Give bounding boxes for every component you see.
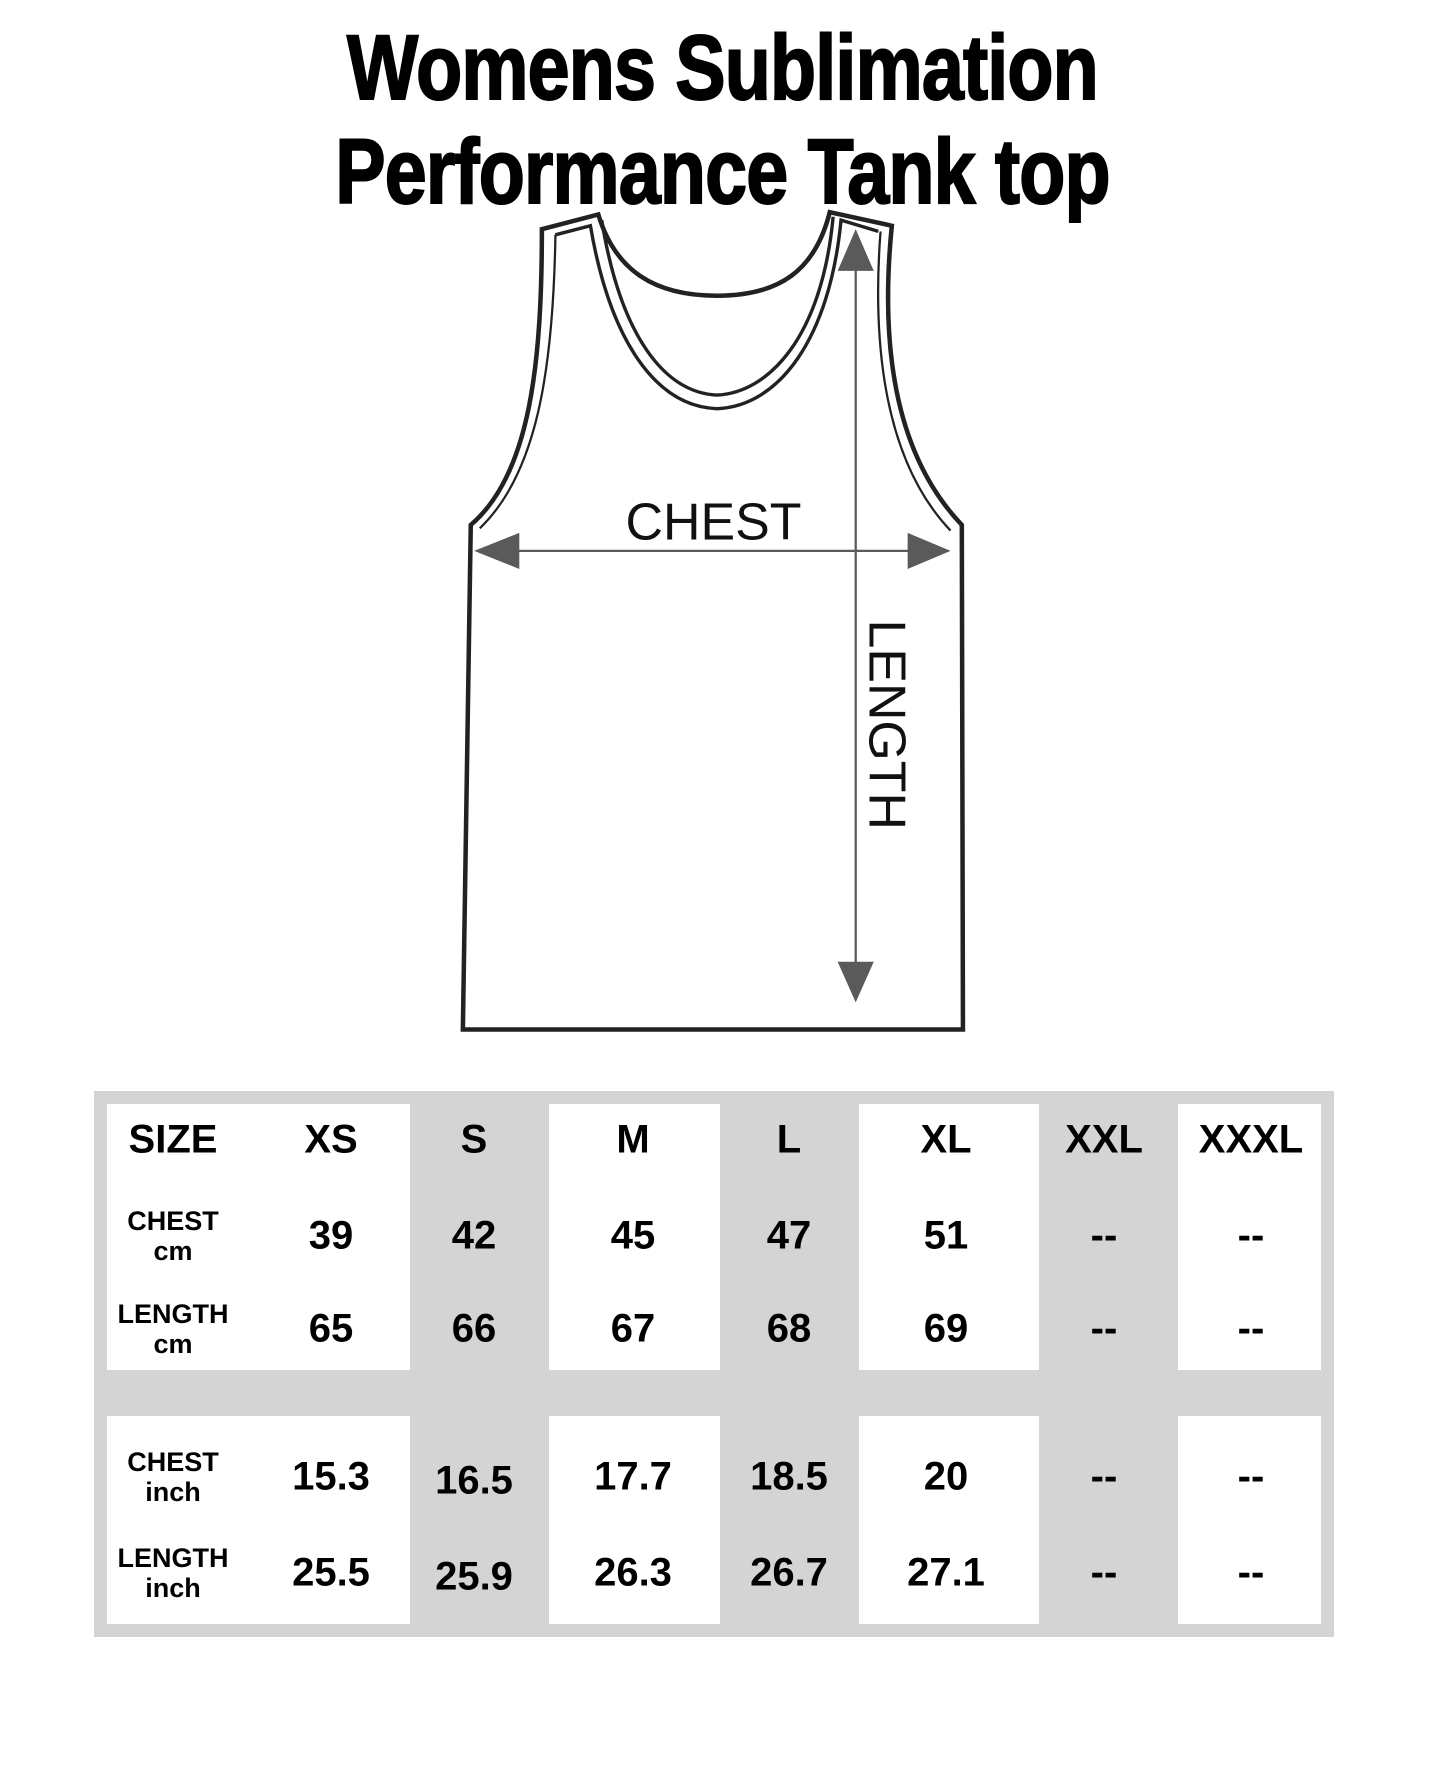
title-line-2: Performance Tank top: [334, 121, 1111, 223]
size-header-xxxl: XXXL: [1198, 1117, 1304, 1162]
table-cell: 51: [923, 1213, 969, 1258]
row-label-unit: inch: [145, 1573, 201, 1603]
table-cell: --: [1237, 1454, 1265, 1499]
row-label: CHEST cm: [127, 1206, 219, 1266]
table-cell: 42: [451, 1213, 497, 1258]
table-cell: --: [1090, 1213, 1118, 1258]
size-header-xxl: XXL: [1065, 1117, 1143, 1162]
table-cell: 16.5: [435, 1458, 513, 1503]
row-label: CHEST inch: [127, 1447, 219, 1507]
row-label-measure: CHEST: [127, 1446, 219, 1477]
row-label-measure: LENGTH: [117, 1298, 229, 1329]
row-label-unit: inch: [145, 1477, 201, 1507]
table-cell: 18.5: [750, 1454, 828, 1499]
table-cell: 39: [308, 1213, 354, 1258]
table-cell: 65: [308, 1306, 354, 1351]
table-cell: 15.3: [292, 1454, 370, 1499]
table-cell: 67: [610, 1306, 656, 1351]
row-label-unit: cm: [153, 1329, 193, 1359]
tank-top-outline: [460, 209, 966, 1032]
table-cell: 27.1: [907, 1550, 985, 1595]
table-cell: --: [1090, 1306, 1118, 1351]
title-line-1: Womens Sublimation: [346, 17, 1099, 119]
size-header: SIZE: [128, 1117, 218, 1162]
table-cell: --: [1237, 1306, 1265, 1351]
size-header-xl: XL: [920, 1117, 972, 1162]
length-label: LENGTH: [857, 619, 915, 830]
table-cell: 69: [923, 1306, 969, 1351]
table-cell: 25.9: [435, 1554, 513, 1599]
table-cell: 26.3: [594, 1550, 672, 1595]
table-cell: 47: [766, 1213, 812, 1258]
table-cell: 45: [610, 1213, 656, 1258]
chest-label: CHEST: [626, 494, 802, 552]
table-cell: 20: [923, 1454, 969, 1499]
row-label-measure: LENGTH: [117, 1542, 229, 1573]
size-header-m: M: [616, 1117, 650, 1162]
row-label-measure: CHEST: [127, 1205, 219, 1236]
table-cell: 25.5: [292, 1550, 370, 1595]
row-label: LENGTH inch: [118, 1543, 229, 1603]
table-cell: 66: [451, 1306, 497, 1351]
table-cell: 26.7: [750, 1550, 828, 1595]
size-table: [94, 1091, 1334, 1637]
tank-top-diagram: CHEST LENGTH: [460, 209, 966, 1032]
table-cell: 17.7: [594, 1454, 672, 1499]
table-cell: --: [1237, 1550, 1265, 1595]
table-cell: --: [1237, 1213, 1265, 1258]
size-header-l: L: [776, 1117, 802, 1162]
table-cell: 68: [766, 1306, 812, 1351]
row-label-unit: cm: [153, 1236, 193, 1266]
length-arrow: [837, 229, 874, 1003]
table-cell: --: [1090, 1454, 1118, 1499]
table-cell: --: [1090, 1550, 1118, 1595]
row-label: LENGTH cm: [118, 1299, 229, 1359]
size-header-xs: XS: [304, 1117, 358, 1162]
size-header-s: S: [460, 1117, 488, 1162]
